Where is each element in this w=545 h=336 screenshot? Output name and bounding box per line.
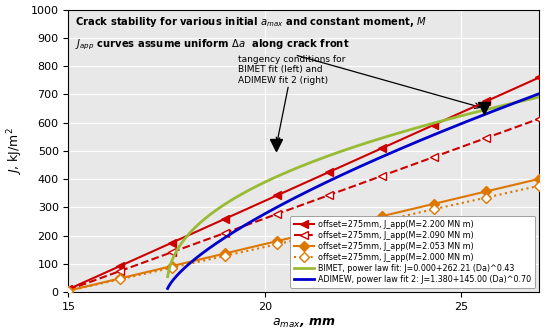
offset=275mm, J_app(M=2.000 MN m)	[405, 213, 411, 217]
offset=275mm, J_app(M=2.053 MN m)	[219, 252, 225, 256]
offset=275mm, J_app(M=2.200 MN m)	[361, 154, 368, 158]
ADIMEW, power law fit 2: J=1.380+145.00 (Da)^0.70: (22.5, 452): J=1.380+145.00 (Da)^0.70: (22.5, 452)	[361, 162, 368, 166]
offset=275mm, J_app(M=2.200 MN m)	[252, 203, 258, 207]
Line: ADIMEW, power law fit 2: J=1.380+145.00 (Da)^0.70: ADIMEW, power law fit 2: J=1.380+145.00 …	[168, 94, 540, 289]
BIMET, power law fit: J=0.000+262.21 (Da)^0.43: (27, 690): J=0.000+262.21 (Da)^0.43: (27, 690)	[536, 95, 543, 99]
offset=275mm, J_app(M=2.053 MN m)	[536, 177, 543, 181]
Line: offset=275mm, J_app(M=2.200 MN m): offset=275mm, J_app(M=2.200 MN m)	[64, 73, 543, 293]
BIMET, power law fit: J=0.000+262.21 (Da)^0.43: (19.8, 372): J=0.000+262.21 (Da)^0.43: (19.8, 372)	[252, 185, 258, 189]
offset=275mm, J_app(M=2.000 MN m)	[252, 247, 258, 251]
Line: BIMET, power law fit: J=0.000+262.21 (Da)^0.43: BIMET, power law fit: J=0.000+262.21 (Da…	[168, 97, 540, 277]
offset=275mm, J_app(M=2.090 MN m)	[405, 164, 411, 168]
ADIMEW, power law fit 2: J=1.380+145.00 (Da)^0.70: (19.8, 257): J=1.380+145.00 (Da)^0.70: (19.8, 257)	[252, 217, 258, 221]
offset=275mm, J_app(M=2.000 MN m)	[408, 212, 414, 216]
offset=275mm, J_app(M=2.090 MN m)	[536, 117, 543, 121]
BIMET, power law fit: J=0.000+262.21 (Da)^0.43: (23.7, 573): J=0.000+262.21 (Da)^0.43: (23.7, 573)	[405, 128, 411, 132]
offset=275mm, J_app(M=2.090 MN m)	[122, 267, 129, 271]
offset=275mm, J_app(M=2.000 MN m)	[219, 255, 225, 259]
offset=275mm, J_app(M=2.090 MN m)	[361, 180, 368, 184]
BIMET, power law fit: J=0.000+262.21 (Da)^0.43: (18.9, 304): J=0.000+262.21 (Da)^0.43: (18.9, 304)	[219, 204, 225, 208]
offset=275mm, J_app(M=2.200 MN m)	[219, 218, 225, 222]
ADIMEW, power law fit 2: J=1.380+145.00 (Da)^0.70: (23.7, 519): J=1.380+145.00 (Da)^0.70: (23.7, 519)	[405, 143, 411, 148]
Text: tangency conditions for
BIMET fit (left) and
ADIMEW fit 2 (right): tangency conditions for BIMET fit (left)…	[238, 55, 346, 141]
offset=275mm, J_app(M=2.000 MN m)	[122, 276, 129, 280]
BIMET, power law fit: J=0.000+262.21 (Da)^0.43: (23.7, 575): J=0.000+262.21 (Da)^0.43: (23.7, 575)	[408, 127, 414, 131]
Text: Crack stability for various initial $a_{max}$ and constant moment, $M$: Crack stability for various initial $a_{…	[76, 15, 427, 29]
offset=275mm, J_app(M=2.053 MN m)	[408, 207, 414, 211]
offset=275mm, J_app(M=2.000 MN m)	[536, 184, 543, 188]
offset=275mm, J_app(M=2.090 MN m)	[408, 163, 414, 167]
BIMET, power law fit: J=0.000+262.21 (Da)^0.43: (22.5, 526): J=0.000+262.21 (Da)^0.43: (22.5, 526)	[361, 141, 368, 145]
offset=275mm, J_app(M=2.200 MN m)	[122, 262, 129, 266]
X-axis label: $a_{max}$, mm: $a_{max}$, mm	[272, 317, 336, 330]
offset=275mm, J_app(M=2.090 MN m)	[252, 220, 258, 224]
Line: offset=275mm, J_app(M=2.090 MN m): offset=275mm, J_app(M=2.090 MN m)	[64, 115, 543, 294]
offset=275mm, J_app(M=2.200 MN m)	[65, 287, 72, 291]
Text: $J_{app}$ curves assume uniform $\Delta a$  along crack front: $J_{app}$ curves assume uniform $\Delta …	[76, 38, 350, 52]
ADIMEW, power law fit 2: J=1.380+145.00 (Da)^0.70: (18.9, 186): J=1.380+145.00 (Da)^0.70: (18.9, 186)	[219, 238, 225, 242]
Line: offset=275mm, J_app(M=2.053 MN m): offset=275mm, J_app(M=2.053 MN m)	[65, 175, 543, 294]
offset=275mm, J_app(M=2.090 MN m)	[65, 288, 72, 292]
Legend: offset=275mm, J_app(M=2.200 MN m), offset=275mm, J_app(M=2.090 MN m), offset=275: offset=275mm, J_app(M=2.200 MN m), offse…	[290, 216, 535, 288]
offset=275mm, J_app(M=2.053 MN m)	[361, 218, 368, 222]
offset=275mm, J_app(M=2.200 MN m)	[536, 75, 543, 79]
offset=275mm, J_app(M=2.200 MN m)	[405, 134, 411, 138]
offset=275mm, J_app(M=2.000 MN m)	[361, 223, 368, 227]
offset=275mm, J_app(M=2.090 MN m)	[219, 232, 225, 236]
offset=275mm, J_app(M=2.053 MN m)	[65, 289, 72, 293]
offset=275mm, J_app(M=2.000 MN m)	[65, 289, 72, 293]
ADIMEW, power law fit 2: J=1.380+145.00 (Da)^0.70: (23.7, 523): J=1.380+145.00 (Da)^0.70: (23.7, 523)	[408, 142, 414, 146]
offset=275mm, J_app(M=2.053 MN m)	[122, 275, 129, 279]
offset=275mm, J_app(M=2.053 MN m)	[405, 208, 411, 212]
Line: offset=275mm, J_app(M=2.000 MN m): offset=275mm, J_app(M=2.000 MN m)	[65, 182, 543, 294]
offset=275mm, J_app(M=2.053 MN m)	[252, 244, 258, 248]
ADIMEW, power law fit 2: J=1.380+145.00 (Da)^0.70: (27, 702): J=1.380+145.00 (Da)^0.70: (27, 702)	[536, 92, 543, 96]
Y-axis label: $J$, kJ/m$^2$: $J$, kJ/m$^2$	[5, 127, 25, 175]
offset=275mm, J_app(M=2.200 MN m)	[408, 133, 414, 137]
